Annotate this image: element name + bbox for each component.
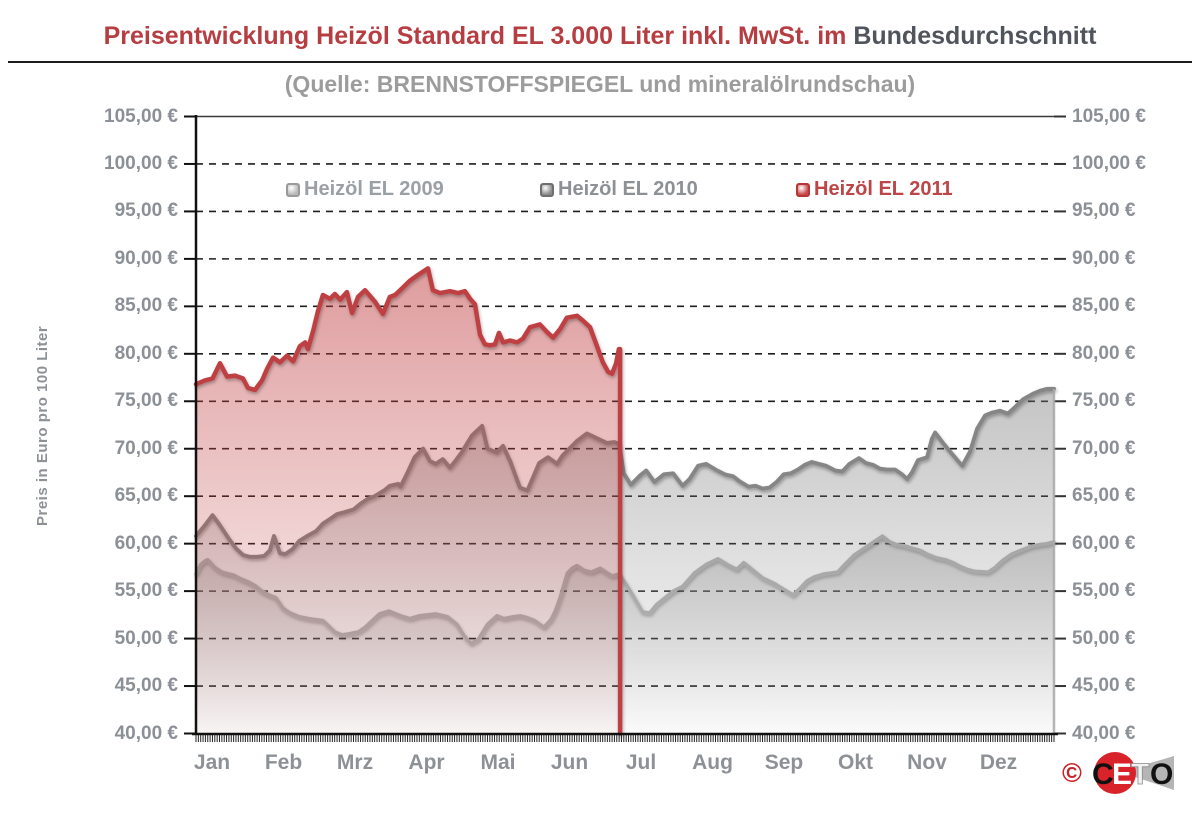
y-tick-label-right: 75,00 € <box>1072 390 1136 412</box>
chart-title-highlight: Preisentwicklung Heizöl Standard EL 3.00… <box>103 22 847 50</box>
chart-title: Preisentwicklung Heizöl Standard EL 3.00… <box>0 22 1200 51</box>
logo-flag-icon <box>1120 756 1174 790</box>
chart-title-rest: Bundesdurchschnitt <box>853 22 1097 50</box>
legend-item-2009: Heizöl EL 2009 <box>286 178 444 201</box>
y-tick-label-right: 55,00 € <box>1072 580 1136 602</box>
y-tick-label-right: 90,00 € <box>1072 247 1136 269</box>
legend-marker-2009-icon <box>286 182 300 197</box>
y-tick-label-right: 100,00 € <box>1072 152 1146 174</box>
copyright-icon: © <box>1062 758 1082 788</box>
month-label-jun: Jun <box>550 751 589 774</box>
month-label-mrz: Mrz <box>336 751 374 774</box>
legend-marker-2010-icon <box>540 182 554 197</box>
y-tick-label-right: 85,00 € <box>1072 295 1136 317</box>
title-divider <box>8 61 1192 63</box>
month-label-feb: Feb <box>264 751 303 774</box>
y-tick-label-left: 50,00 € <box>114 627 178 649</box>
y-tick-label-left: 60,00 € <box>114 532 178 554</box>
chart-subtitle: (Quelle: BRENNSTOFFSPIEGEL und mineralöl… <box>284 71 916 97</box>
y-tick-label-left: 80,00 € <box>114 342 178 364</box>
logo-letter-e: E <box>1112 758 1132 791</box>
y-tick-label-left: 75,00 € <box>114 390 178 412</box>
y-tick-label-left: 55,00 € <box>114 580 178 602</box>
y-tick-label-left: 65,00 € <box>114 485 178 507</box>
ceto-logo: © C E T O <box>1062 752 1174 794</box>
month-label-aug: Aug <box>692 751 733 774</box>
y-tick-label-left: 45,00 € <box>114 675 178 697</box>
y-tick-label-right: 60,00 € <box>1072 532 1136 554</box>
x-axis-daily-ticks <box>195 735 1055 742</box>
month-label-jul: Jul <box>625 751 657 774</box>
month-label-sep: Sep <box>764 751 804 774</box>
logo-letter-t: T <box>1131 758 1149 791</box>
logo-letter-o: O <box>1150 758 1173 791</box>
y-tick-label-left: 105,00 € <box>104 105 178 127</box>
y-tick-label-right: 105,00 € <box>1072 105 1146 127</box>
logo-letter-c: C <box>1092 758 1114 791</box>
y-tick-label-left: 85,00 € <box>114 295 178 317</box>
y-tick-label-left: 100,00 € <box>104 152 178 174</box>
y-tick-label-right: 95,00 € <box>1072 200 1136 222</box>
y-tick-label-right: 45,00 € <box>1072 675 1136 697</box>
legend-label-2011: Heizöl EL 2011 <box>814 178 953 200</box>
y-tick-label-right: 65,00 € <box>1072 485 1136 507</box>
month-label-apr: Apr <box>408 751 445 774</box>
month-label-nov: Nov <box>907 751 947 774</box>
logo-red-circle-icon <box>1094 752 1136 794</box>
y-tick-label-right: 80,00 € <box>1072 342 1136 364</box>
heizoel-el-2011-area <box>196 268 621 734</box>
y-tick-label-left: 40,00 € <box>114 722 178 744</box>
legend-item-2011: Heizöl EL 2011 <box>796 178 953 201</box>
y-tick-label-right: 70,00 € <box>1072 437 1136 459</box>
heizoel-el-2011-line <box>193 266 623 736</box>
month-label-mai: Mai <box>480 751 516 774</box>
y-tick-label-right: 50,00 € <box>1072 627 1136 649</box>
legend-marker-2011-icon <box>796 182 810 197</box>
month-label-okt: Okt <box>837 751 874 774</box>
y-tick-label-left: 95,00 € <box>114 200 178 222</box>
month-label-jan: Jan <box>193 751 231 774</box>
legend-label-2009: Heizöl EL 2009 <box>304 178 444 200</box>
month-label-dez: Dez <box>979 751 1018 774</box>
y-tick-label-left: 70,00 € <box>114 437 178 459</box>
legend-item-2010: Heizöl EL 2010 <box>540 178 698 201</box>
legend-label-2010: Heizöl EL 2010 <box>558 178 698 200</box>
y-tick-label-left: 90,00 € <box>114 247 178 269</box>
y-tick-label-right: 40,00 € <box>1072 722 1136 744</box>
